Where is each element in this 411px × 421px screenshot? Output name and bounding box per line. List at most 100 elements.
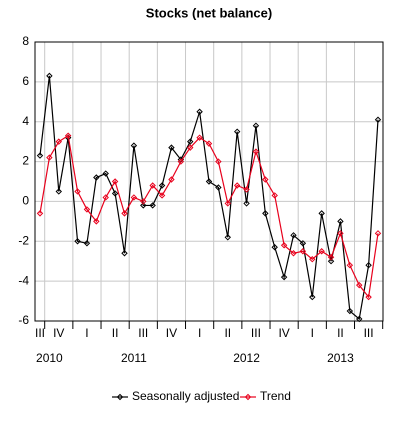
point-marker [309,256,316,263]
point-marker [290,250,297,257]
point-marker [196,108,203,115]
point-marker [46,72,53,80]
point-marker [121,250,128,257]
point-marker [196,134,203,141]
point-marker [158,182,166,189]
x-tick-label: IV [166,326,177,340]
legend-marker [244,393,252,401]
y-tick-label: -6 [18,313,29,327]
point-marker [215,184,222,191]
legend-marker [116,393,124,401]
point-marker [271,192,278,199]
point-marker [243,200,250,207]
point-marker [280,242,288,249]
y-tick-label: 4 [22,114,29,128]
series-line [39,75,379,321]
point-marker [299,248,307,255]
y-tick-label: -2 [18,233,29,247]
point-marker [83,206,91,213]
point-marker [346,261,354,269]
x-tick-label: IV [278,326,289,340]
point-marker [102,194,109,201]
point-marker [111,190,119,197]
point-marker [177,156,185,163]
x-tick-label: III [138,326,148,340]
x-tick-label: III [35,326,45,340]
point-marker [327,254,335,261]
point-marker [55,138,62,145]
point-marker [205,178,213,185]
plot-frame [34,41,384,322]
point-marker [46,154,53,161]
point-marker [224,200,231,207]
point-marker [309,293,316,301]
x-tick-label: II [112,326,119,340]
year-label: 2010 [36,351,63,365]
x-tick-label: I [198,326,201,340]
legend-label: Seasonally adjusted [132,389,239,403]
point-marker [252,148,260,155]
point-marker [374,230,382,237]
point-marker [102,170,109,177]
point-marker [356,315,363,323]
point-marker [365,293,372,301]
x-tick-label: I [311,326,314,340]
point-marker [290,232,297,239]
point-marker [299,240,307,247]
x-tick-label: IV [53,326,64,340]
point-marker [346,307,354,315]
y-tick-label: 8 [22,34,29,48]
point-marker [215,158,222,165]
point-marker [337,218,344,225]
point-marker [93,218,100,225]
point-marker [187,138,194,145]
y-tick-label: -4 [18,273,29,287]
y-tick-label: 0 [22,194,29,208]
point-marker [74,238,81,245]
point-marker [233,182,241,189]
point-marker [187,144,194,151]
point-marker [243,186,250,193]
point-marker [262,176,269,183]
point-marker [168,176,175,183]
point-marker [149,182,156,189]
x-tick-label: I [85,326,88,340]
point-marker [83,240,91,247]
point-marker [252,122,260,129]
x-tick-label: II [337,326,344,340]
point-marker [130,194,138,201]
chart-title: Stocks (net balance) [146,5,272,20]
point-marker [318,248,325,255]
point-marker [224,234,231,241]
point-marker [36,210,44,217]
point-marker [280,273,288,281]
point-marker [121,210,128,217]
point-marker [158,192,166,199]
point-marker [93,174,100,181]
point-marker [271,244,278,251]
x-tick-label: III [364,326,374,340]
point-marker [55,188,62,195]
x-tick-label: III [251,326,261,340]
year-label: 2012 [233,351,260,365]
point-marker [111,178,119,185]
x-tick-label: II [224,326,231,340]
y-tick-label: 2 [22,154,29,168]
point-marker [149,202,156,209]
point-marker [337,230,344,237]
point-marker [205,140,213,147]
point-marker [356,281,363,289]
point-marker [36,152,44,159]
point-marker [233,128,241,135]
point-marker [374,116,382,123]
series-line [39,134,379,299]
point-marker [64,132,72,139]
point-marker [365,261,372,269]
point-marker [130,142,138,149]
point-marker [262,210,269,217]
point-marker [177,158,185,165]
legend-label: Trend [260,389,291,403]
y-tick-label: 6 [22,74,29,88]
